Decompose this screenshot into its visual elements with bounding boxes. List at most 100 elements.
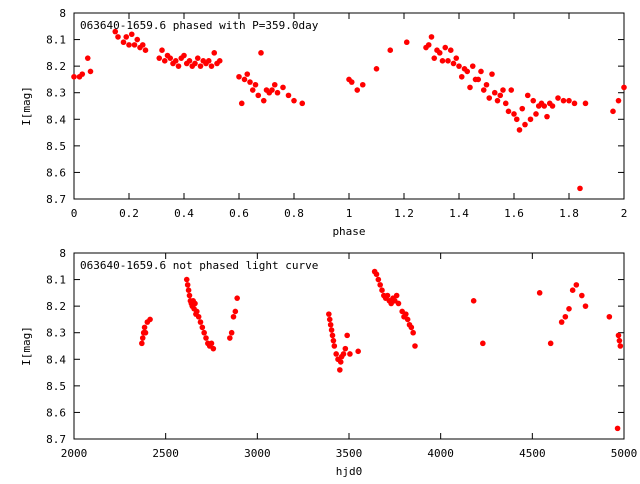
data-point	[502, 100, 509, 107]
data-point	[342, 345, 349, 352]
data-point	[555, 95, 561, 101]
data-point	[192, 300, 198, 307]
y-tick-label: 8.4	[46, 113, 66, 126]
x-tick-label: 1.4	[449, 207, 469, 220]
data-point	[544, 113, 550, 120]
data-point	[128, 31, 135, 38]
data-point	[573, 282, 580, 288]
data-point	[403, 39, 410, 46]
y-tick-label: 8.6	[46, 166, 66, 179]
x-tick-label: 4500	[519, 447, 546, 460]
y-tick-label: 8.7	[46, 433, 66, 446]
data-point	[566, 306, 572, 312]
data-point	[395, 300, 402, 307]
data-point	[228, 329, 235, 336]
data-point	[431, 55, 438, 61]
x-tick-label: 0.6	[229, 207, 249, 220]
data-point	[195, 313, 202, 320]
data-point	[172, 58, 179, 64]
data-point	[445, 58, 451, 64]
data-point	[582, 100, 589, 107]
data-point	[470, 298, 477, 304]
data-point	[115, 34, 121, 40]
data-point	[533, 111, 539, 117]
data-point	[453, 55, 460, 61]
data-point	[112, 28, 119, 35]
data-point	[123, 34, 130, 40]
data-point	[142, 47, 149, 53]
x-tick-label: 2000	[61, 447, 88, 460]
data-point	[175, 63, 182, 69]
data-point	[186, 292, 193, 299]
data-point	[566, 97, 572, 104]
data-point	[167, 55, 174, 61]
data-point	[216, 58, 223, 64]
data-point	[516, 127, 523, 133]
x-tick-label: 1.6	[504, 207, 524, 220]
data-point	[185, 287, 192, 294]
data-point	[475, 76, 482, 83]
x-tick-label: 2500	[152, 447, 179, 460]
data-point	[84, 55, 91, 61]
data-point	[469, 63, 476, 69]
data-point	[184, 282, 191, 288]
data-point	[522, 121, 528, 128]
data-point	[333, 351, 339, 357]
data-point	[71, 73, 77, 80]
data-points	[139, 268, 624, 432]
y-tick-label: 8.5	[46, 380, 66, 393]
data-point	[161, 58, 168, 64]
data-point	[373, 271, 380, 278]
data-point	[614, 425, 621, 432]
panel-unphased: 8 8.1 8.2 8.3 8.4 8.5 8.6 8.7 2000 2500 3000 3500 4…	[20, 247, 637, 478]
y-tick-label: 8.2	[46, 300, 66, 313]
data-point	[577, 185, 583, 192]
data-point	[232, 308, 239, 315]
data-point	[236, 73, 242, 80]
y-axis-label: I[mag]	[20, 86, 33, 126]
data-point	[131, 42, 138, 48]
data-point	[181, 52, 187, 59]
data-point	[329, 332, 336, 339]
data-point	[486, 95, 493, 101]
data-point	[194, 55, 201, 61]
x-tick-label: 2	[621, 207, 628, 220]
data-point	[201, 329, 207, 336]
data-point	[527, 116, 534, 123]
data-point	[508, 87, 515, 93]
data-point	[330, 337, 337, 344]
data-point	[489, 71, 495, 77]
chart-title: 063640-1659.6 phased with P=359.0day	[80, 19, 319, 32]
data-point	[134, 36, 141, 43]
data-point	[412, 343, 418, 349]
data-point	[238, 100, 245, 107]
data-point	[205, 58, 212, 64]
y-tick-label: 8	[59, 7, 66, 20]
data-point	[447, 47, 454, 53]
x-tick-label: 1	[346, 207, 353, 220]
data-point	[497, 92, 504, 99]
data-point	[344, 332, 350, 339]
x-tick-label: 3500	[336, 447, 363, 460]
data-point	[579, 292, 585, 299]
data-point	[147, 316, 153, 323]
x-tick-label: 3000	[244, 447, 271, 460]
data-point	[139, 335, 146, 341]
data-point	[331, 343, 338, 349]
data-point	[260, 97, 267, 104]
panel-phased: 8 8.1 8.2 8.3 8.4 8.5 8.6 8.7 0 0.2 0.4 0.6 0.8 1 1.2…	[20, 7, 627, 238]
data-point	[355, 348, 361, 355]
y-axis-label: I[mag]	[20, 326, 33, 366]
data-point	[328, 327, 335, 333]
data-point	[230, 313, 237, 320]
x-tick-label: 0	[71, 207, 78, 220]
data-point	[491, 89, 498, 96]
data-point	[354, 87, 361, 93]
data-point	[241, 76, 248, 83]
data-point	[505, 108, 512, 115]
data-point	[410, 329, 416, 336]
data-point	[513, 116, 520, 123]
data-point	[199, 324, 206, 331]
data-point	[244, 71, 251, 77]
chart-title: 063640-1659.6 not phased light curve	[80, 259, 318, 272]
